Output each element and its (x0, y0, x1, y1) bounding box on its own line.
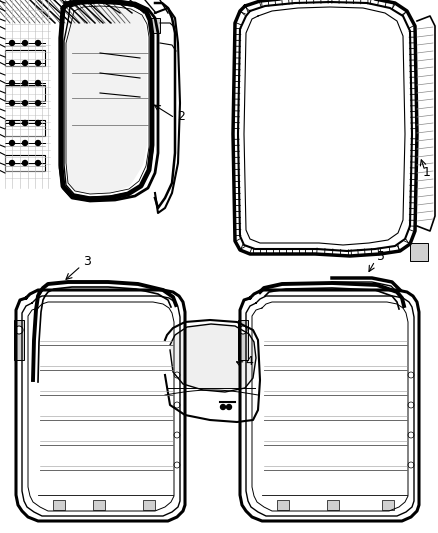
Circle shape (22, 61, 28, 66)
Bar (14, 320, 24, 360)
Circle shape (408, 462, 414, 468)
Circle shape (35, 120, 40, 125)
Polygon shape (65, 7, 147, 194)
Circle shape (35, 41, 40, 45)
Text: 5: 5 (377, 250, 385, 263)
Circle shape (22, 120, 28, 125)
Circle shape (10, 101, 14, 106)
Circle shape (22, 80, 28, 85)
Bar (150, 18, 160, 33)
Circle shape (22, 141, 28, 146)
Circle shape (174, 372, 180, 378)
Circle shape (220, 405, 226, 409)
Circle shape (174, 462, 180, 468)
Bar (327, 500, 339, 510)
Bar (238, 320, 248, 360)
Circle shape (239, 326, 247, 334)
Bar (143, 500, 155, 510)
Circle shape (226, 405, 232, 409)
Circle shape (174, 432, 180, 438)
Text: 4: 4 (245, 355, 253, 368)
Bar (277, 500, 289, 510)
Circle shape (408, 432, 414, 438)
Bar (53, 500, 65, 510)
Circle shape (35, 160, 40, 166)
Bar (410, 243, 428, 261)
Circle shape (408, 402, 414, 408)
Bar (5, 155, 45, 171)
Circle shape (10, 61, 14, 66)
Text: 3: 3 (83, 255, 91, 268)
Circle shape (35, 80, 40, 85)
Circle shape (35, 141, 40, 146)
Circle shape (22, 41, 28, 45)
Circle shape (10, 41, 14, 45)
Circle shape (35, 61, 40, 66)
Circle shape (10, 120, 14, 125)
Circle shape (10, 80, 14, 85)
Bar (5, 120, 45, 136)
Text: 1: 1 (423, 166, 431, 179)
Circle shape (174, 402, 180, 408)
Circle shape (10, 141, 14, 146)
Circle shape (10, 160, 14, 166)
Bar (5, 50, 45, 66)
Bar (93, 500, 105, 510)
Circle shape (22, 160, 28, 166)
Circle shape (22, 101, 28, 106)
Circle shape (15, 326, 23, 334)
Bar (382, 500, 394, 510)
Circle shape (35, 101, 40, 106)
Bar (5, 85, 45, 101)
Polygon shape (170, 324, 256, 392)
Text: 2: 2 (177, 110, 185, 123)
Circle shape (408, 372, 414, 378)
